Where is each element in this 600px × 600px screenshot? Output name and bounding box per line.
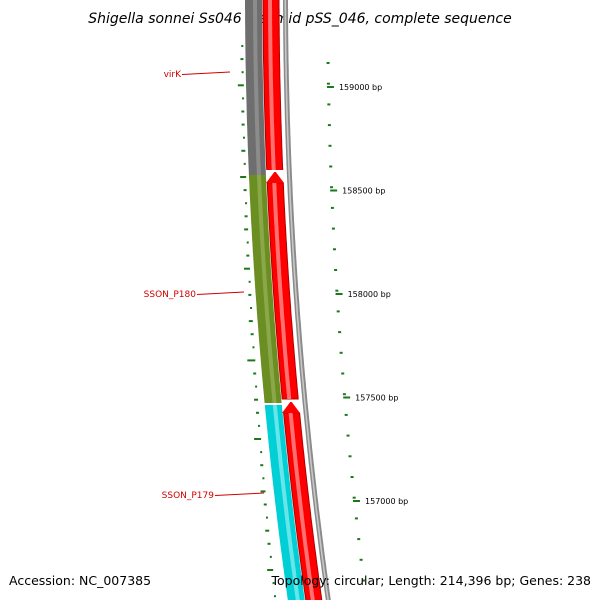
strand-highlight-2 (272, 183, 292, 399)
scale-label: 157000 bp (365, 497, 408, 506)
gene-labels: virK SSON_P180 SSON_P179 (144, 70, 265, 501)
gene-virK-highlight (253, 0, 261, 175)
gene-label: SSON_P180 (144, 290, 197, 300)
gene-label-leader (181, 71, 231, 75)
map-title: Shigella sonnei Ss046 plasmid pSS_046, c… (88, 11, 511, 27)
gene-label: virK (164, 70, 183, 80)
gene-label-leader (214, 492, 265, 496)
scale-track: 159000 bp 158500 bp 158000 bp 157500 bp 1570… (326, 62, 408, 582)
scale-label: 158000 bp (348, 290, 391, 299)
backbone-track (283, 0, 331, 600)
gc-content-track (237, 45, 276, 598)
backbone-line (283, 0, 331, 600)
feature-track (245, 0, 323, 600)
scale-label: 158500 bp (342, 187, 385, 196)
accession-text: Accession: NC_007385 (9, 573, 152, 588)
gene-SSON_P179-highlight (272, 405, 300, 600)
gene-label: SSON_P179 (162, 491, 215, 501)
strand-arrow-1 (266, 171, 285, 183)
topology-text: Topology: circular; Length: 214,396 bp; … (271, 573, 592, 588)
scale-label: 157500 bp (355, 394, 398, 403)
strand-highlight-1 (268, 0, 276, 171)
gene-label-leader (196, 291, 245, 295)
strand-highlight-3 (288, 413, 315, 600)
gene-SSON_P180-highlight (256, 175, 277, 403)
strand-arrow-2 (281, 401, 300, 413)
scale-label: 159000 bp (339, 83, 382, 92)
